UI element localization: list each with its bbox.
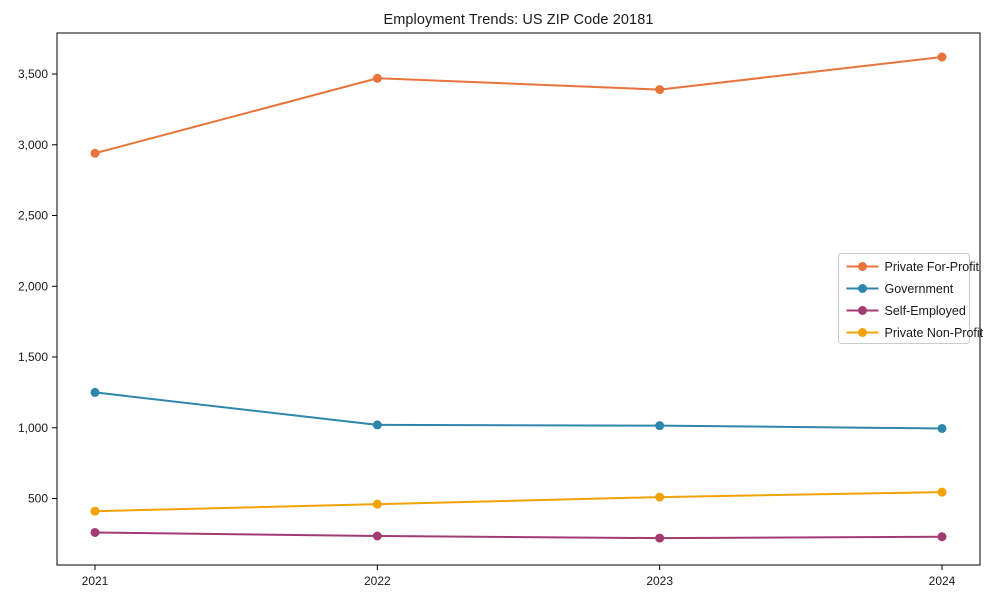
data-point-government [937, 423, 947, 433]
series-line-self-employed [94, 531, 943, 540]
y-axis-tick-label: 3,000 [18, 138, 48, 152]
data-point-private-for-profit [372, 73, 382, 83]
data-point-private-non-profit [937, 487, 947, 497]
data-point-self-employed [372, 531, 382, 541]
legend-label: Government [885, 282, 954, 296]
data-point-private-non-profit [372, 499, 382, 509]
legend-marker [858, 284, 867, 293]
x-axis-tick-label: 2021 [82, 574, 109, 588]
data-point-self-employed [937, 532, 947, 542]
data-point-private-for-profit [90, 148, 100, 158]
y-axis-tick-label: 1,000 [18, 421, 48, 435]
legend-label: Self-Employed [885, 304, 966, 318]
series-line-government [94, 391, 943, 430]
y-axis-tick-label: 2,500 [18, 209, 48, 223]
chart-title: Employment Trends: US ZIP Code 20181 [383, 12, 654, 28]
data-point-private-for-profit [655, 85, 665, 95]
legend-box [838, 253, 970, 344]
legend-label: Private Non-Profit [885, 326, 984, 340]
data-point-self-employed [90, 527, 100, 537]
y-axis-tick-label: 1,500 [18, 350, 48, 364]
y-axis-tick-label: 2,000 [18, 279, 48, 293]
x-axis-tick-label: 2024 [929, 574, 956, 588]
data-point-government [655, 421, 665, 431]
y-axis-tick-label: 500 [28, 492, 48, 506]
data-point-private-non-profit [655, 492, 665, 502]
x-axis-tick-label: 2022 [364, 574, 391, 588]
data-point-self-employed [655, 533, 665, 543]
plot-border [56, 32, 981, 566]
legend-marker [858, 306, 867, 315]
data-point-private-non-profit [90, 506, 100, 516]
series-line-private-non-profit [94, 491, 943, 513]
data-point-government [372, 420, 382, 430]
legend-marker [858, 262, 867, 271]
y-axis-tick-label: 3,500 [18, 67, 48, 81]
legend-label: Private For-Profit [885, 260, 980, 274]
data-point-government [90, 387, 100, 397]
series-line-private-for-profit [94, 56, 943, 155]
legend-marker [858, 328, 867, 337]
data-point-private-for-profit [937, 52, 947, 62]
x-axis-tick-label: 2023 [646, 574, 673, 588]
